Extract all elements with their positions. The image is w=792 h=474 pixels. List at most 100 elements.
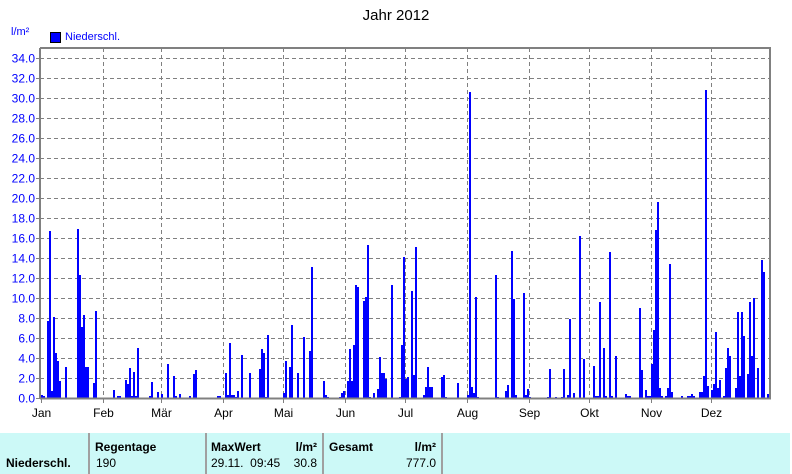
- bar: [311, 267, 313, 398]
- bar: [249, 373, 251, 398]
- bar: [717, 388, 719, 398]
- bar: [605, 396, 607, 398]
- bar: [49, 231, 51, 398]
- y-tick-label: 30.0: [12, 92, 36, 106]
- bar: [291, 325, 293, 398]
- y-tick-label: 28.0: [12, 112, 36, 126]
- total-value: 777.0: [405, 456, 436, 470]
- bar: [77, 229, 79, 398]
- y-tick-label: 34.0: [12, 52, 36, 66]
- bar: [125, 380, 127, 398]
- bar: [511, 251, 513, 398]
- bar: [161, 394, 163, 398]
- bar: [629, 396, 631, 398]
- bar: [737, 312, 739, 398]
- y-tick-label: 6.0: [18, 332, 35, 346]
- bar: [137, 348, 139, 398]
- bar: [763, 272, 765, 398]
- x-tick-label: Dez: [701, 406, 722, 420]
- bar: [615, 356, 617, 398]
- bar: [609, 252, 611, 398]
- summary-table: Niederschl. Regentage 190 MaxWert l/m² 2…: [0, 433, 790, 474]
- bar: [569, 319, 571, 398]
- bar: [711, 390, 713, 398]
- bar: [475, 297, 477, 398]
- bar: [741, 312, 743, 398]
- bar: [593, 366, 595, 398]
- y-tick-label: 16.0: [12, 232, 36, 246]
- x-tick-label: Mär: [151, 406, 172, 420]
- bar: [743, 336, 745, 398]
- bar: [341, 393, 343, 398]
- bar: [739, 376, 741, 398]
- y-tick-label: 22.0: [12, 172, 36, 186]
- bar: [347, 381, 349, 398]
- bar: [713, 384, 715, 398]
- bar: [407, 377, 409, 398]
- bar: [627, 396, 629, 398]
- bar: [549, 369, 551, 398]
- bar: [267, 335, 269, 398]
- summary-col-max: MaxWert l/m² 29.11. 09:45 30.8: [206, 433, 324, 474]
- bar: [655, 230, 657, 398]
- bar: [323, 381, 325, 398]
- bar: [53, 317, 55, 398]
- bar: [457, 383, 459, 398]
- bar: [513, 299, 515, 398]
- bar: [425, 387, 427, 398]
- bar: [429, 387, 431, 398]
- bar: [401, 345, 403, 398]
- bar: [411, 291, 413, 398]
- bar: [707, 386, 709, 398]
- bar: [219, 396, 221, 398]
- bar: [647, 396, 649, 398]
- bar: [227, 395, 229, 398]
- bar: [379, 357, 381, 398]
- bar: [583, 359, 585, 398]
- bar: [431, 387, 433, 398]
- bar: [423, 395, 425, 398]
- bar: [597, 396, 599, 398]
- bar: [665, 396, 667, 398]
- bar: [373, 393, 375, 398]
- bar: [473, 393, 475, 398]
- bar: [289, 367, 291, 398]
- total-header: Gesamt: [329, 440, 374, 454]
- bar: [749, 302, 751, 398]
- bar: [661, 396, 663, 398]
- bar: [157, 392, 159, 398]
- bar: [263, 353, 265, 398]
- bar: [55, 353, 57, 398]
- y-tick-label: 12.0: [12, 272, 36, 286]
- bar: [611, 396, 613, 398]
- y-tick-label: 18.0: [12, 212, 36, 226]
- bar: [85, 367, 87, 398]
- bar: [237, 391, 239, 398]
- bar: [47, 321, 49, 398]
- x-tick-label: Jun: [336, 406, 355, 420]
- bar: [309, 351, 311, 398]
- bar: [595, 396, 597, 398]
- bar: [563, 369, 565, 398]
- bar: [471, 387, 473, 398]
- bar: [355, 285, 357, 398]
- bar: [639, 308, 641, 398]
- x-tick-label: Jan: [32, 406, 51, 420]
- summary-col-total: Gesamt l/m² 777.0: [324, 433, 443, 474]
- bar: [701, 392, 703, 398]
- bar: [641, 370, 643, 398]
- bar: [657, 202, 659, 398]
- bar: [173, 376, 175, 398]
- y-axis-unit: l/m²: [11, 26, 30, 38]
- bar: [217, 396, 219, 398]
- bar: [391, 285, 393, 398]
- bar: [343, 391, 345, 398]
- bar: [135, 396, 137, 398]
- bar: [363, 301, 365, 398]
- x-tick-label: Okt: [580, 406, 599, 420]
- bar: [229, 343, 231, 398]
- bar: [515, 395, 517, 398]
- bar: [351, 381, 353, 398]
- bar: [507, 385, 509, 398]
- y-tick-label: 4.0: [18, 352, 35, 366]
